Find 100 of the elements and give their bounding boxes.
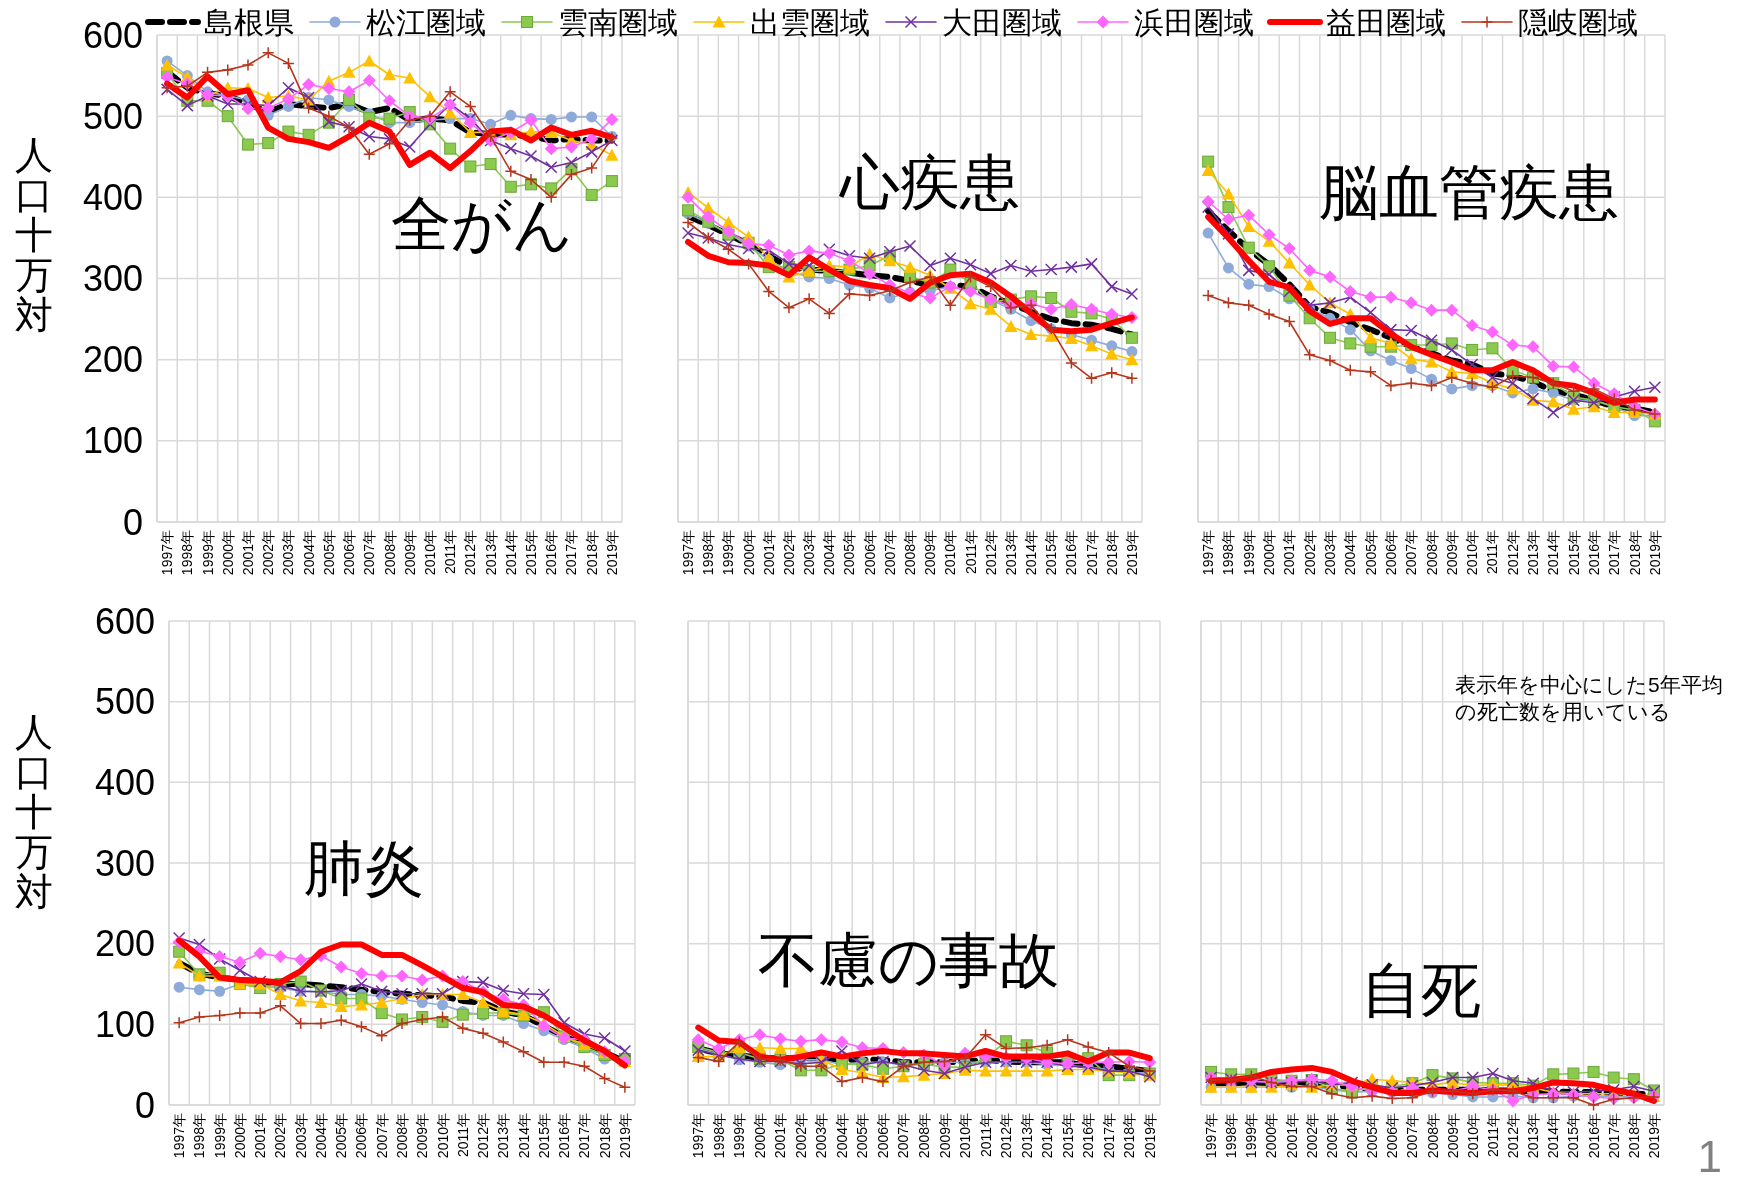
x-tick-label: 2003年: [292, 1113, 309, 1159]
x-tick-label: 2014年: [1545, 530, 1562, 576]
x-tick-label: 1997年: [1200, 530, 1217, 576]
x-tick-label: 2018年: [1103, 530, 1120, 576]
x-tick-label: 2002年: [1301, 530, 1318, 576]
x-tick-label: 2004年: [1342, 530, 1359, 576]
x-tick-label: 2012年: [1505, 1113, 1522, 1159]
x-tick-label: 2009年: [414, 1113, 431, 1159]
x-tick-label: 2004年: [300, 530, 317, 576]
x-tick-label: 2010年: [421, 530, 438, 576]
x-tick-label: 2018年: [583, 530, 600, 576]
x-tick-label: 2010年: [1464, 530, 1481, 576]
x-tick-label: 2002年: [260, 530, 277, 576]
x-tick-label: 2008年: [394, 1113, 410, 1159]
legend-label: 松江圏域: [366, 5, 486, 39]
y-tick-label: 300: [94, 842, 155, 884]
x-tick-label: 1999年: [199, 530, 216, 576]
y-tick-label: 100: [82, 420, 143, 462]
y-tick-label: 200: [82, 339, 143, 381]
text: 1: [1697, 1132, 1722, 1181]
text: 不慮の事故: [757, 927, 1059, 994]
x-tick-label: 2007年: [881, 530, 898, 576]
x-tick-label: 2002年: [1303, 1113, 1320, 1159]
x-tick-label: 2008年: [381, 530, 398, 576]
y-tick-label: 400: [94, 761, 155, 803]
text: 肺炎: [304, 835, 424, 902]
x-tick-label: 2019年: [1141, 1113, 1158, 1159]
x-tick-label: 2006年: [1384, 1113, 1401, 1159]
x-tick-label: 2010年: [957, 1113, 974, 1159]
x-tick-label: 2003年: [813, 1113, 830, 1159]
x-tick-label: 1997年: [159, 530, 176, 576]
x-tick-label: 2019年: [1123, 530, 1140, 576]
x-tick-label: 2004年: [1343, 1113, 1360, 1159]
x-tick-label: 1999年: [1243, 1113, 1260, 1159]
x-tick-label: 2010年: [434, 1113, 451, 1159]
y-tick-label: 200: [94, 923, 155, 965]
x-tick-label: 2011年: [977, 1113, 994, 1158]
x-tick-label: 2018年: [596, 1113, 613, 1159]
x-tick-label: 2011年: [454, 1113, 471, 1158]
legend-label: 雲南圏域: [558, 5, 678, 39]
x-tick-label: 2015年: [523, 530, 540, 576]
x-tick-label: 2017年: [1606, 530, 1623, 576]
x-tick-label: 2016年: [556, 1113, 573, 1159]
x-tick-label: 2001年: [239, 530, 256, 576]
text: 自死: [1361, 957, 1481, 1024]
x-tick-label: 2009年: [1443, 530, 1460, 576]
x-tick-label: 2015年: [1565, 1113, 1582, 1159]
x-tick-label: 2016年: [1585, 530, 1602, 576]
x-tick-label: 1998年: [179, 530, 196, 576]
x-tick-label: 2011年: [442, 530, 459, 575]
x-tick-label: 2007年: [373, 1113, 390, 1159]
x-tick-label: 2011年: [1484, 1113, 1501, 1158]
x-tick-label: 1998年: [1220, 530, 1237, 576]
x-tick-label: 1997年: [690, 1113, 707, 1159]
y-axis-title: 人口十万対: [15, 134, 53, 336]
x-tick-label: 2015年: [1059, 1113, 1076, 1159]
x-tick-label: 2012年: [982, 530, 999, 576]
x-tick-label: 2018年: [1121, 1113, 1138, 1159]
x-tick-label: 2016年: [1063, 530, 1080, 576]
x-tick-label: 2013年: [1002, 530, 1019, 576]
y-axis-title: 人口十万対: [15, 711, 53, 913]
x-tick-label: 2005年: [333, 1113, 350, 1159]
text: 心疾患: [839, 149, 1020, 216]
x-tick-label: 2011年: [1484, 530, 1501, 575]
x-tick-label: 2015年: [1043, 530, 1060, 576]
x-tick-label: 1997年: [680, 530, 697, 576]
x-tick-label: 2004年: [312, 1113, 329, 1159]
x-tick-label: 2005年: [841, 530, 858, 576]
x-tick-label: 2009年: [922, 530, 939, 576]
y-tick-label: 500: [82, 95, 143, 137]
x-tick-label: 2012年: [1504, 530, 1521, 576]
x-tick-label: 2002年: [780, 530, 797, 576]
x-tick-label: 2000年: [740, 530, 757, 576]
y-tick-label: 100: [94, 1003, 155, 1045]
x-tick-label: 2011年: [962, 530, 979, 575]
x-tick-label: 2008年: [916, 1113, 932, 1159]
x-tick-label: 1999年: [720, 530, 737, 576]
x-tick-label: 2000年: [1261, 530, 1278, 576]
x-tick-label: 2000年: [1263, 1113, 1280, 1159]
x-tick-label: 1999年: [1240, 530, 1257, 576]
y-tick-label: 600: [94, 600, 155, 642]
x-tick-label: 2019年: [1645, 1113, 1662, 1159]
x-tick-label: 2012年: [462, 530, 479, 576]
x-tick-label: 2005年: [1362, 530, 1379, 576]
annotation: 表示年を中心にした5年平均の死亡数を用いている: [1455, 673, 1723, 724]
x-tick-label: 2013年: [1525, 530, 1542, 576]
x-tick-label: 2006年: [1382, 530, 1399, 576]
x-tick-label: 2010年: [1464, 1113, 1481, 1159]
x-tick-label: 1998年: [710, 1113, 727, 1159]
x-tick-label: 2000年: [219, 530, 236, 576]
x-tick-label: 2016年: [1080, 1113, 1097, 1159]
x-tick-label: 2017年: [563, 530, 580, 576]
x-tick-label: 2006年: [861, 530, 878, 576]
x-tick-label: 1999年: [731, 1113, 748, 1159]
x-tick-label: 2018年: [1625, 1113, 1642, 1159]
x-tick-label: 1999年: [211, 1113, 228, 1159]
x-tick-label: 2008年: [902, 530, 918, 576]
x-tick-label: 2005年: [320, 530, 337, 576]
text: 全がん: [391, 191, 573, 258]
x-tick-label: 2000年: [751, 1113, 768, 1159]
